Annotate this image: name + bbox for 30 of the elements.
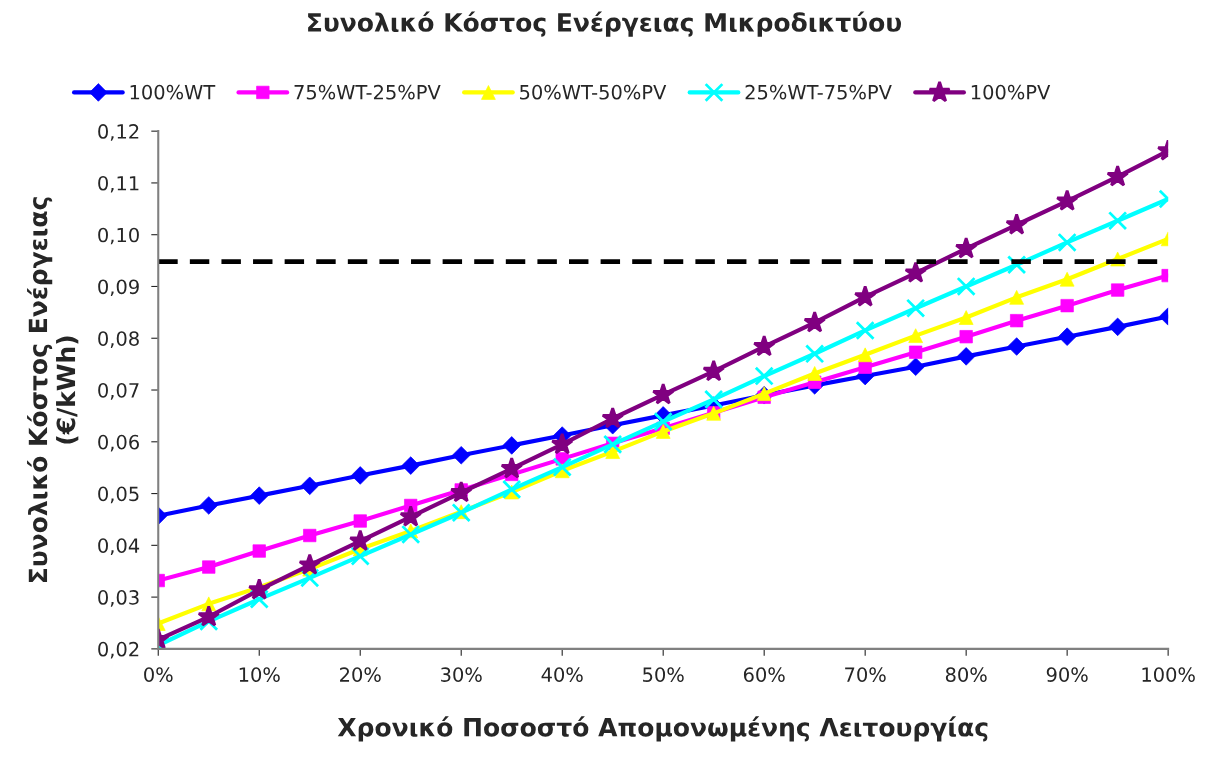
y-axis-title: Συνολικό Κόστος Ενέργειας (€/kWh) <box>27 197 79 583</box>
x-tick-label: 90% <box>1046 667 1088 682</box>
legend-label: 75%WT-25%PV <box>294 84 441 100</box>
y-tick-label: 0,09 <box>98 279 139 297</box>
x-tick-label: 80% <box>945 667 987 682</box>
y-tick-label: 0,08 <box>98 331 139 348</box>
y-tick-label: 0,10 <box>98 227 139 245</box>
y-tick-label: 0,06 <box>98 434 139 452</box>
x-tick-label: 50% <box>643 667 684 682</box>
y-tick-label: 0,03 <box>98 590 139 607</box>
legend-label: 25%WT-75%PV <box>745 84 892 100</box>
y-tick-label: 0,12 <box>98 124 139 141</box>
legend-label: 100%PV <box>971 84 1051 100</box>
x-tick-label: 30% <box>441 667 482 682</box>
y-tick-label: 0,11 <box>98 175 139 193</box>
x-tick-label: 40% <box>541 667 583 682</box>
x-tick-label: 10% <box>239 667 280 682</box>
y-tick-label: 0,05 <box>98 486 139 504</box>
y-tick-label: 0,02 <box>98 641 139 659</box>
legend-label: 50%WT-50%PV <box>520 84 667 100</box>
legend-label: 100%WT <box>130 84 216 100</box>
y-tick-label: 0,07 <box>98 382 139 400</box>
chart-title: Συνολικό Κόστος Ενέργειας Μικροδικτύου <box>308 11 902 37</box>
x-tick-label: 70% <box>845 667 886 682</box>
x-tick-label: 20% <box>340 667 381 682</box>
y-tick-label: 0,04 <box>98 538 140 555</box>
x-tick-label: 100% <box>1142 667 1195 682</box>
x-axis-title: Χρονικό Ποσοστό Απομονωμένης Λειτουργίας <box>337 716 988 742</box>
x-tick-label: 60% <box>743 667 785 682</box>
x-tick-label: 0% <box>144 667 173 682</box>
